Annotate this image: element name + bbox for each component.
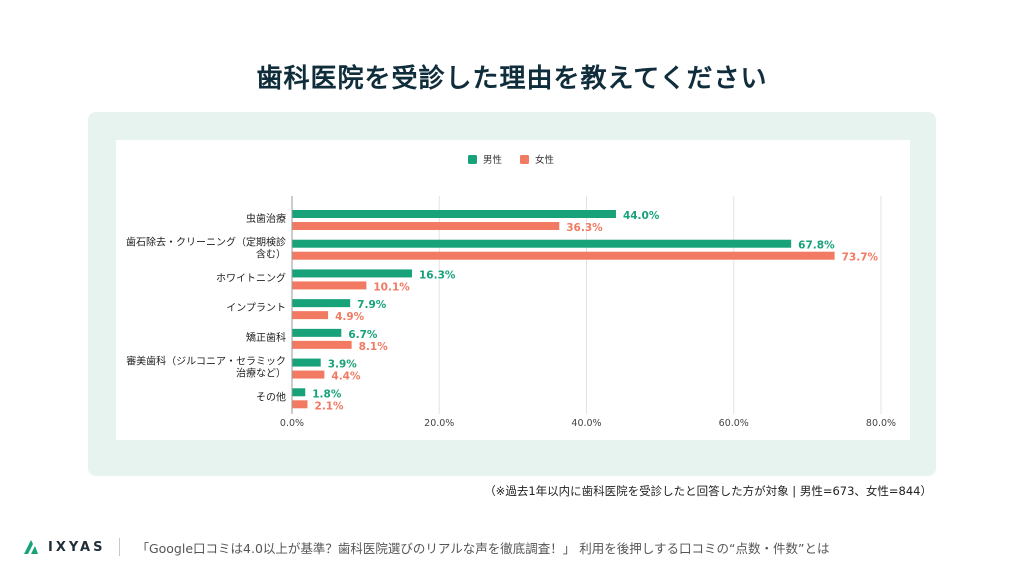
- brand-name: IXYAS: [48, 539, 106, 555]
- data-label: 36.3%: [566, 222, 603, 234]
- category-label: 審美歯科（ジルコニア・セラミック: [126, 355, 286, 368]
- page-title: 歯科医院を受診した理由を教えてください: [256, 64, 768, 94]
- bar-male: [292, 239, 792, 248]
- x-tick-label: 80.0%: [866, 418, 896, 429]
- legend-swatch-1: [520, 155, 529, 164]
- bar-male: [292, 269, 413, 278]
- legend-swatch-0: [468, 155, 477, 164]
- category-label: 歯石除去・クリーニング（定期検診: [126, 236, 286, 249]
- x-tick-label: 20.0%: [424, 418, 454, 429]
- data-label: 8.1%: [359, 341, 389, 353]
- data-label: 67.8%: [798, 240, 835, 252]
- x-tick-label: 60.0%: [719, 418, 749, 429]
- category-label: 含む）: [256, 248, 286, 261]
- x-tick-label: 40.0%: [571, 418, 601, 429]
- bar-male: [292, 358, 321, 367]
- category-label: 虫歯治療: [246, 212, 286, 225]
- data-label: 44.0%: [623, 210, 660, 222]
- category-label: 矯正歯科: [246, 331, 286, 344]
- category-label: インプラント: [226, 302, 286, 314]
- data-label: 3.9%: [328, 359, 358, 371]
- bar-female: [292, 340, 352, 349]
- category-label: その他: [256, 390, 286, 403]
- bar-female: [292, 370, 325, 379]
- survey-note: （※過去1年以内に歯科医院を受診したと回答した方が対象 | 男性=673、女性=…: [484, 484, 932, 498]
- bar-female: [292, 222, 560, 230]
- logo-mark-icon: [24, 540, 38, 554]
- bar-male: [292, 210, 616, 218]
- bar-female: [292, 400, 308, 409]
- category-label: ホワイトニング: [216, 271, 286, 284]
- legend-label-1: 女性: [535, 154, 555, 166]
- bar-female: [292, 311, 329, 320]
- chart-area: 0.0% 20.0% 40.0% 60.0% 80.0% 男性 女性虫歯治療 44.0% 36.…: [116, 140, 910, 440]
- legend-label-0: 男性: [483, 154, 503, 166]
- data-label: 6.7%: [348, 329, 378, 341]
- x-tick-label: 0.0%: [280, 418, 304, 429]
- data-label: 7.9%: [357, 299, 387, 311]
- data-label: 2.1%: [314, 400, 344, 412]
- bar-female: [292, 281, 367, 290]
- data-label: 4.9%: [335, 311, 365, 323]
- data-label: 73.7%: [842, 252, 879, 264]
- brand-logo[interactable]: IXYAS: [22, 538, 105, 556]
- data-label: 1.8%: [312, 388, 342, 400]
- data-label: 16.3%: [419, 269, 456, 281]
- category-label: 治療など）: [236, 367, 286, 380]
- bar-male: [292, 388, 306, 397]
- bar-female: [292, 251, 835, 260]
- bar-male: [292, 328, 342, 337]
- data-label: 10.1%: [373, 281, 410, 293]
- footer-divider: [119, 538, 121, 556]
- footer: IXYAS 「Google口コミは4.0以上が基準？歯科医院選びのリアルな声を徹…: [22, 534, 829, 560]
- article-link[interactable]: 「Google口コミは4.0以上が基準？歯科医院選びのリアルな声を徹底調査！」 …: [136, 540, 830, 556]
- bar-male: [292, 299, 351, 308]
- data-label: 4.4%: [331, 371, 361, 383]
